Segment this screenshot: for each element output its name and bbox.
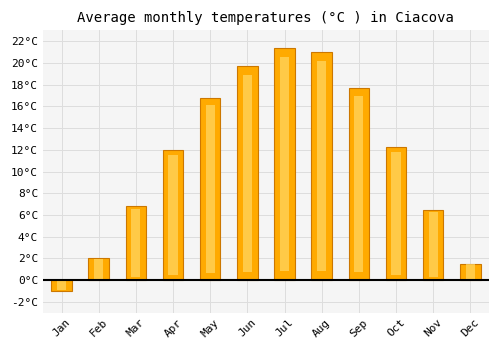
Bar — [94, 259, 104, 279]
Bar — [317, 61, 326, 271]
Bar — [274, 48, 294, 280]
Bar — [237, 66, 258, 280]
Bar — [200, 98, 220, 280]
Bar — [312, 52, 332, 280]
Bar — [206, 105, 215, 273]
Bar — [168, 155, 177, 275]
Bar — [423, 210, 444, 280]
Bar — [466, 265, 475, 279]
Bar — [428, 212, 438, 277]
Bar — [392, 152, 400, 275]
Bar — [126, 206, 146, 280]
Bar — [280, 57, 289, 271]
Bar — [132, 209, 140, 277]
Bar — [163, 150, 184, 280]
Title: Average monthly temperatures (°C ) in Ciacova: Average monthly temperatures (°C ) in Ci… — [78, 11, 454, 25]
Bar — [243, 75, 252, 272]
Bar — [460, 264, 480, 280]
Bar — [348, 88, 369, 280]
Bar — [88, 258, 109, 280]
Bar — [57, 280, 66, 290]
Bar — [52, 280, 72, 291]
Bar — [354, 96, 364, 272]
Bar — [386, 147, 406, 280]
